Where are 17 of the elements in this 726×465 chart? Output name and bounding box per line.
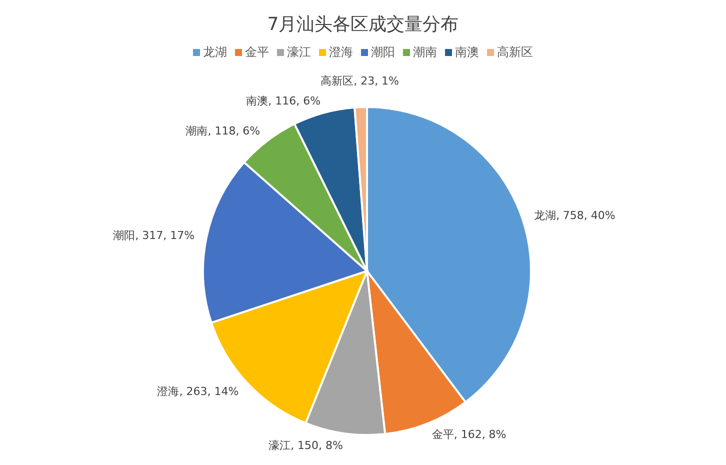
data-label: 南澳, 116, 6% [246,94,321,108]
chart-title: 7月汕头各区成交量分布 [266,13,460,36]
data-label: 潮南, 118, 6% [186,124,260,138]
legend-label: 潮阳 [371,44,395,61]
legend-label: 高新区 [497,44,533,61]
legend-label: 南澳 [455,44,479,61]
legend-label: 澄海 [329,44,353,61]
data-label: 高新区, 23, 1% [320,74,400,88]
legend-label: 金平 [245,44,269,61]
legend-label: 濠江 [287,44,311,61]
data-label: 澄海, 263, 14% [157,384,239,398]
data-label: 潮阳, 317, 17% [113,229,195,242]
data-label: 濠江, 150, 8% [268,438,344,452]
legend-label: 潮南 [413,44,437,61]
data-label: 龙湖, 758, 40% [534,208,616,222]
legend-label: 龙湖 [203,44,227,61]
data-label: 金平, 162, 8% [432,428,506,442]
